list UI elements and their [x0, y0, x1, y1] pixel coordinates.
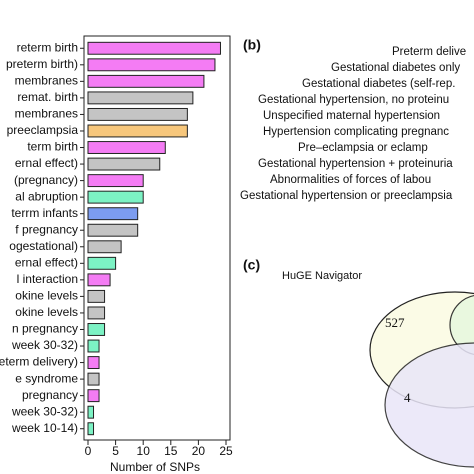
bar [87, 91, 194, 105]
venn-count: 527 [385, 315, 405, 330]
legend-line: Gestational hypertension or preeclampsia [240, 190, 453, 202]
x-tick-label: 10 [137, 444, 151, 458]
bar [87, 339, 100, 353]
y-tick-label: remat. birth [17, 90, 78, 104]
y-tick-label: week 30-32) [11, 338, 78, 352]
x-tick-label: 20 [192, 444, 206, 458]
y-tick-label: al abruption [15, 189, 78, 203]
legend-line: Abnormalities of forces of labou [270, 174, 431, 186]
bar [87, 41, 221, 55]
venn-title: HuGE Navigator [282, 270, 362, 282]
bar [87, 58, 216, 72]
legend-line: Unspecified maternal hypertension [263, 110, 440, 122]
x-axis-label: Number of SNPs [110, 460, 200, 474]
bar [87, 141, 166, 154]
venn-count: 4 [404, 390, 411, 405]
y-tick-label: (pregnancy) [14, 173, 78, 187]
x-tick-label: 25 [219, 444, 233, 458]
bar [87, 256, 117, 270]
bar [87, 422, 95, 436]
bar [87, 157, 161, 171]
bar [87, 74, 205, 88]
y-tick-label: ogestational) [9, 239, 78, 253]
y-tick-label: e syndrome [15, 371, 78, 385]
legend-line: Hypertension complicating pregnanc [263, 126, 449, 138]
y-tick-label: week 30-32) [11, 404, 78, 418]
venn-set [384, 342, 474, 468]
y-tick-label: term birth [27, 140, 78, 154]
y-tick-label: okine levels [15, 305, 78, 319]
x-tick-label: 15 [164, 444, 178, 458]
y-tick-label: l interaction [17, 272, 78, 286]
x-tick-label: 0 [85, 444, 92, 458]
y-tick-label: okine levels [15, 289, 78, 303]
venn-set [449, 295, 474, 355]
legend-line: Gestational diabetes only [331, 62, 460, 74]
y-tick-label: preeclampsia [7, 123, 79, 137]
bar [87, 389, 100, 403]
panel-b-label: (b) [243, 37, 261, 53]
y-tick-label: week 10-14) [11, 421, 78, 435]
y-tick-label: f pregnancy [15, 222, 78, 236]
bar [87, 306, 106, 320]
bar [87, 405, 95, 419]
legend-line: Pre–eclampsia or eclamp [298, 142, 428, 154]
y-tick-label: membranes [15, 107, 78, 121]
y-tick-label: pregnancy [22, 388, 78, 402]
legend-line: Gestational diabetes (self-rep. [302, 78, 455, 90]
bar [87, 289, 106, 303]
y-tick-label: preterm delivery) [0, 355, 78, 369]
bar [87, 174, 144, 188]
legend-line: Gestational hypertension, no proteinu [258, 94, 449, 106]
x-tick-label: 5 [112, 444, 119, 458]
y-tick-label: ernal effect) [15, 255, 78, 269]
legend-line: Preterm delive [392, 46, 466, 58]
y-tick-label: terrm infants [11, 206, 78, 220]
bar [87, 273, 111, 287]
legend-line: Gestational hypertension + proteinuria [258, 158, 453, 170]
panel-c-label: (c) [243, 257, 260, 273]
bar [87, 223, 139, 237]
bar [87, 356, 100, 370]
bar [87, 323, 106, 336]
plot-frame [83, 35, 231, 441]
y-tick-label: reterm birth [17, 40, 78, 54]
bar [87, 190, 144, 204]
y-tick-label: membranes [15, 74, 78, 88]
y-tick-label: ernal effect) [15, 156, 78, 170]
y-tick-label: preterm birth) [6, 57, 78, 71]
y-tick-label: n pregnancy [12, 322, 78, 336]
bar [87, 207, 139, 221]
bar [87, 107, 188, 121]
bar [87, 240, 122, 254]
bar [87, 124, 188, 138]
bar [87, 372, 100, 386]
